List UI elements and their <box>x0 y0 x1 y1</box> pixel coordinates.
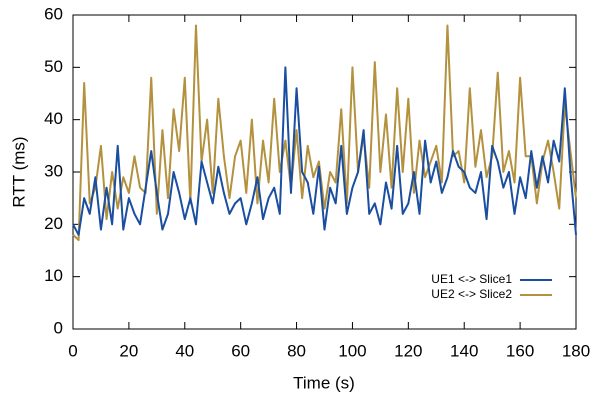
x-tick-label: 60 <box>231 341 250 360</box>
x-axis-label: Time (s) <box>293 373 355 392</box>
legend-label: UE1 <-> Slice1 <box>431 272 512 286</box>
x-tick-label: 120 <box>394 341 422 360</box>
y-tick-label: 50 <box>44 57 63 76</box>
series-line <box>72 66 577 236</box>
x-tick-label: 160 <box>506 341 534 360</box>
series-line <box>72 24 577 242</box>
x-tick-label: 100 <box>338 341 366 360</box>
x-tick-label: 180 <box>562 341 590 360</box>
y-axis-label: RTT (ms) <box>9 136 28 207</box>
y-tick-label: 60 <box>44 4 63 23</box>
x-tick-label: 40 <box>175 341 194 360</box>
y-tick-label: 40 <box>44 109 63 128</box>
x-tick-label: 0 <box>68 341 77 360</box>
legend-label: UE2 <-> Slice2 <box>431 287 512 301</box>
x-tick-label: 20 <box>119 341 138 360</box>
y-tick-label: 10 <box>44 266 63 285</box>
y-tick-label: 20 <box>44 214 63 233</box>
y-tick-label: 30 <box>44 161 63 180</box>
y-tick-label: 0 <box>54 318 63 337</box>
x-tick-label: 80 <box>287 341 306 360</box>
x-tick-label: 140 <box>450 341 478 360</box>
